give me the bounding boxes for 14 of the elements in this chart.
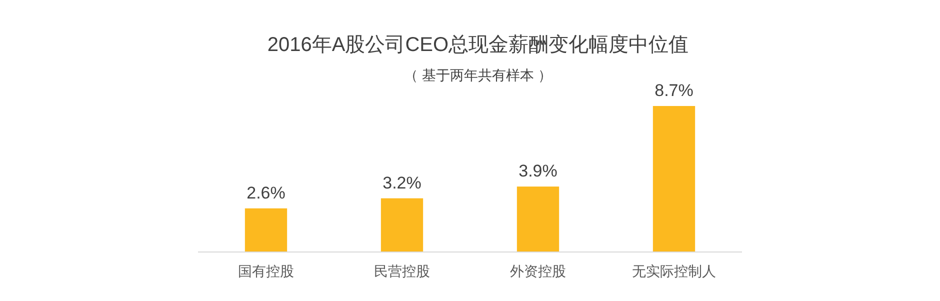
bar <box>244 208 288 252</box>
data-label: 3.2% <box>382 173 422 192</box>
chart-subtitle: （ 基于两年共有样本 ） <box>404 67 552 83</box>
x-tick-label: 民营控股 <box>374 263 430 279</box>
chart-title: 2016年A股公司CEO总现金薪酬变化幅度中位值 <box>267 34 689 56</box>
bar <box>516 186 560 252</box>
data-label: 2.6% <box>246 183 286 202</box>
x-tick-label: 外资控股 <box>510 263 566 279</box>
data-label: 8.7% <box>654 81 694 100</box>
x-tick-label: 无实际控制人 <box>632 263 716 279</box>
bar <box>380 198 424 252</box>
bar <box>652 106 696 252</box>
data-label: 3.9% <box>518 162 558 181</box>
x-tick-label: 国有控股 <box>238 263 294 279</box>
